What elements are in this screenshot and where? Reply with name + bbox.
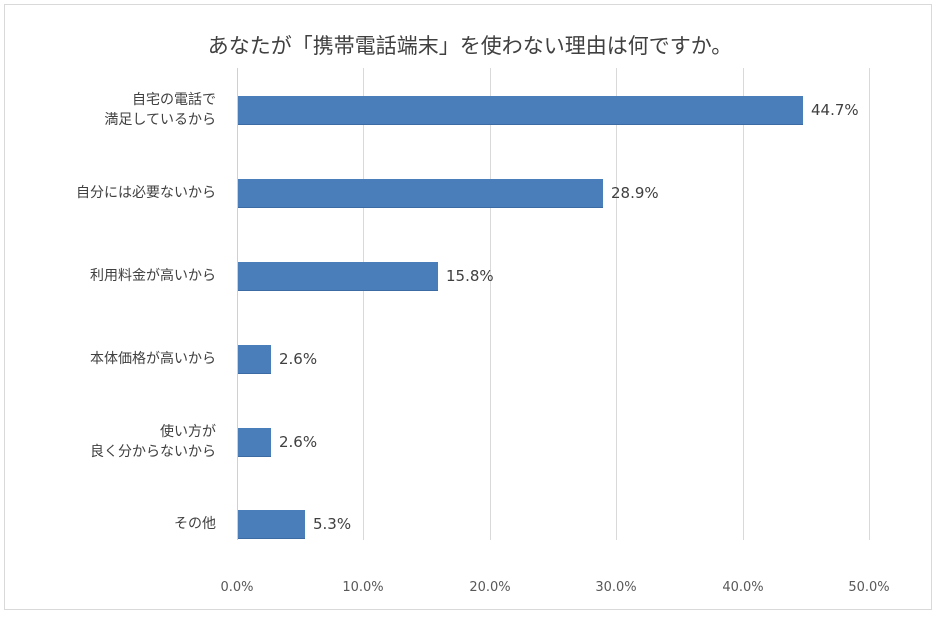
category-label-line: 自宅の電話で [132, 92, 216, 108]
category-label: 自分には必要ないから [0, 183, 216, 203]
x-tick-label: 0.0% [220, 580, 254, 595]
x-tick-label: 50.0% [848, 580, 890, 595]
category-label-line: 自分には必要ないから [76, 185, 216, 201]
bar [238, 179, 603, 208]
gridline-50 [869, 68, 870, 540]
gridline-10 [363, 68, 364, 540]
category-label: 利用料金が高いから [0, 266, 216, 286]
x-tick-label: 10.0% [342, 580, 384, 595]
category-label: 自宅の電話で 満足しているから [0, 90, 216, 130]
category-label: 使い方が 良く分からないから [0, 422, 216, 462]
category-label: 本体価格が高いから [0, 349, 216, 369]
gridline-40 [743, 68, 744, 540]
bar-value-label: 5.3% [313, 515, 352, 533]
category-axis-line [237, 68, 238, 540]
bar-value-label: 2.6% [279, 350, 318, 368]
bar [238, 345, 271, 374]
bar [238, 96, 803, 125]
category-label-line: 使い方が [160, 424, 216, 440]
bar-value-label: 44.7% [811, 101, 859, 119]
gridline-20 [490, 68, 491, 540]
gridline-30 [616, 68, 617, 540]
category-label-line: 本体価格が高いから [90, 351, 216, 367]
category-label-line: 良く分からないから [90, 444, 216, 460]
plot-area: 44.7% 28.9% 15.8% 2.6% 2.6% 5.3% [237, 68, 870, 540]
bar-value-label: 15.8% [446, 267, 494, 285]
category-label: その他 [0, 514, 216, 534]
category-label-line: その他 [174, 516, 216, 532]
x-tick-label: 30.0% [595, 580, 637, 595]
bar [238, 428, 271, 457]
category-label-line: 利用料金が高いから [90, 268, 216, 284]
bar [238, 510, 305, 539]
chart-title: あなたが「携帯電話端末」を使わない理由は何ですか。 [207, 34, 733, 58]
bar-value-label: 2.6% [279, 433, 318, 451]
bar-value-label: 28.9% [611, 184, 659, 202]
x-tick-label: 20.0% [469, 580, 511, 595]
x-tick-label: 40.0% [722, 580, 764, 595]
bar [238, 262, 438, 291]
category-label-line: 満足しているから [104, 112, 216, 128]
